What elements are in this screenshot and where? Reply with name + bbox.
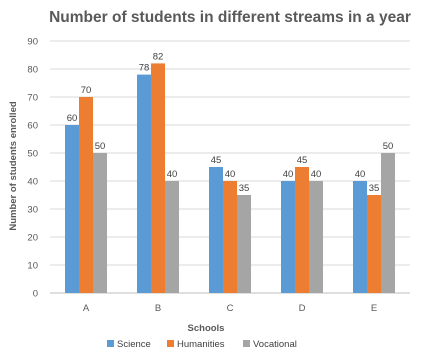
bar-c-humanities: [223, 181, 237, 293]
data-label-e-humanities: 35: [369, 183, 380, 194]
data-label-a-science: 60: [67, 113, 78, 124]
legend-swatch-science: [107, 340, 114, 347]
category-label-e: E: [371, 303, 377, 314]
bar-e-humanities: [367, 195, 381, 293]
category-label-b: B: [155, 303, 161, 314]
bar-e-vocational: [381, 153, 395, 293]
data-label-a-vocational: 50: [95, 141, 106, 152]
legend-swatch-humanities: [167, 340, 174, 347]
y-tick-20: 20: [27, 233, 38, 244]
bar-b-vocational: [165, 181, 179, 293]
y-tick-60: 60: [27, 121, 38, 132]
y-tick-50: 50: [27, 149, 38, 160]
y-tick-80: 80: [27, 65, 38, 76]
y-axis-ticks: 0 10 20 30 40 50 60 70 80 90: [27, 37, 38, 300]
legend: Science Humanities Vocational: [107, 339, 297, 350]
x-axis-categories: A B C D E: [83, 303, 377, 314]
bars: [65, 63, 395, 294]
data-label-a-humanities: 70: [81, 85, 92, 96]
y-tick-90: 90: [27, 37, 38, 48]
data-label-c-humanities: 40: [225, 169, 236, 180]
data-label-b-science: 78: [139, 63, 150, 74]
y-axis-label: Number of students enrolled: [8, 101, 19, 231]
bar-d-vocational: [309, 181, 323, 293]
bar-a-science: [65, 125, 79, 293]
category-label-c: C: [227, 303, 234, 314]
data-label-d-vocational: 40: [311, 169, 322, 180]
y-tick-10: 10: [27, 261, 38, 272]
legend-label-humanities: Humanities: [177, 339, 225, 350]
category-label-d: D: [299, 303, 306, 314]
bar-a-humanities: [79, 97, 93, 293]
data-label-d-science: 40: [283, 169, 294, 180]
data-label-c-vocational: 35: [239, 183, 250, 194]
bar-c-vocational: [237, 195, 251, 293]
data-label-b-humanities: 82: [153, 51, 164, 62]
data-label-e-science: 40: [355, 169, 366, 180]
x-axis-label: Schools: [188, 323, 225, 334]
bar-c-science: [209, 167, 223, 293]
legend-swatch-vocational: [243, 340, 250, 347]
bar-b-science: [137, 74, 151, 293]
bar-a-vocational: [93, 153, 107, 293]
bar-e-science: [353, 181, 367, 293]
bar-b-humanities: [151, 63, 165, 294]
legend-label-science: Science: [117, 339, 151, 350]
data-label-e-vocational: 50: [383, 141, 394, 152]
y-tick-30: 30: [27, 205, 38, 216]
bar-d-humanities: [295, 167, 309, 293]
bar-d-science: [281, 181, 295, 293]
data-label-b-vocational: 40: [167, 169, 178, 180]
data-label-d-humanities: 45: [297, 155, 308, 166]
y-tick-70: 70: [27, 93, 38, 104]
chart-title: Number of students in different streams …: [49, 9, 411, 26]
y-tick-0: 0: [33, 289, 38, 300]
y-tick-40: 40: [27, 177, 38, 188]
category-label-a: A: [83, 303, 90, 314]
data-label-c-science: 45: [211, 155, 222, 166]
legend-label-vocational: Vocational: [253, 339, 297, 350]
